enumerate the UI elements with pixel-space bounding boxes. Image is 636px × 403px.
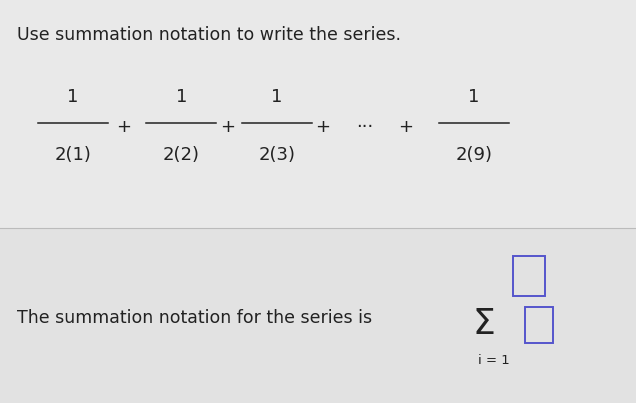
Text: +: + <box>315 118 331 136</box>
Text: $\Sigma$: $\Sigma$ <box>472 307 495 341</box>
Bar <box>0 228 636 403</box>
Text: Use summation notation to write the series.: Use summation notation to write the seri… <box>17 26 401 44</box>
Text: 1: 1 <box>176 88 187 106</box>
Text: 2(3): 2(3) <box>258 146 295 164</box>
Bar <box>513 256 545 296</box>
Text: 2(2): 2(2) <box>163 146 200 164</box>
Bar <box>525 307 553 343</box>
Text: +: + <box>116 118 132 136</box>
Text: +: + <box>398 118 413 136</box>
Text: 1: 1 <box>271 88 282 106</box>
Text: 2(1): 2(1) <box>55 146 92 164</box>
Text: i = 1: i = 1 <box>478 354 509 367</box>
Bar <box>0 0 636 228</box>
Text: +: + <box>220 118 235 136</box>
Text: 1: 1 <box>468 88 480 106</box>
Text: ···: ··· <box>356 118 374 136</box>
Text: The summation notation for the series is: The summation notation for the series is <box>17 310 371 327</box>
Text: 2(9): 2(9) <box>455 146 492 164</box>
Text: 1: 1 <box>67 88 79 106</box>
